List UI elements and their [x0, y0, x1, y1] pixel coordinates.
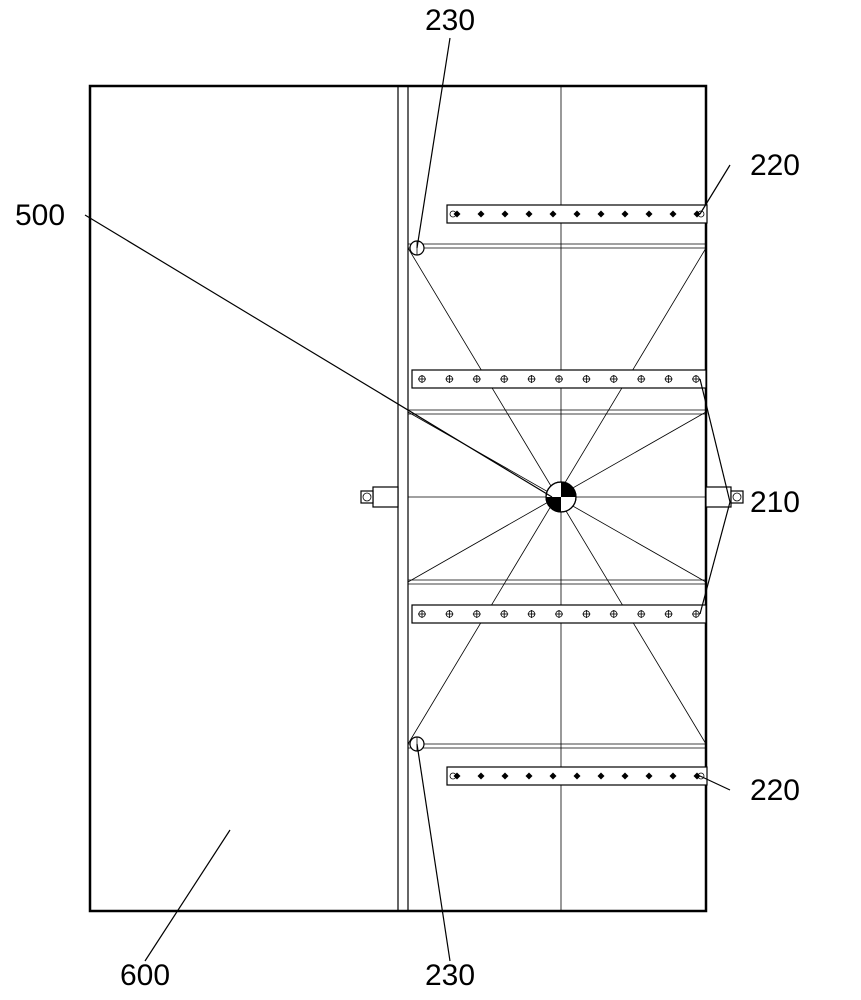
lbl-220-top: 220 — [700, 149, 800, 214]
center-marker — [546, 482, 576, 512]
hinge-right — [706, 487, 743, 507]
lbl-600-text: 600 — [120, 959, 170, 992]
lbl-230-bottom-text: 230 — [425, 959, 475, 992]
lbl-220-bottom-text: 220 — [750, 774, 800, 807]
lbl-230-top-text: 230 — [425, 4, 475, 37]
diagram-root: 230 220 500 210 220 230 600 — [0, 0, 861, 1000]
hinge-left — [361, 487, 398, 507]
bar-210-lower — [412, 605, 706, 623]
bar-220-top — [447, 205, 707, 223]
lbl-210-text: 210 — [750, 486, 800, 519]
lbl-220-bottom: 220 — [700, 774, 800, 807]
bar-210-upper — [412, 370, 706, 388]
bar-220-bottom — [447, 767, 707, 785]
lbl-220-top-text: 220 — [750, 149, 800, 182]
lbl-500-text: 500 — [15, 199, 65, 232]
